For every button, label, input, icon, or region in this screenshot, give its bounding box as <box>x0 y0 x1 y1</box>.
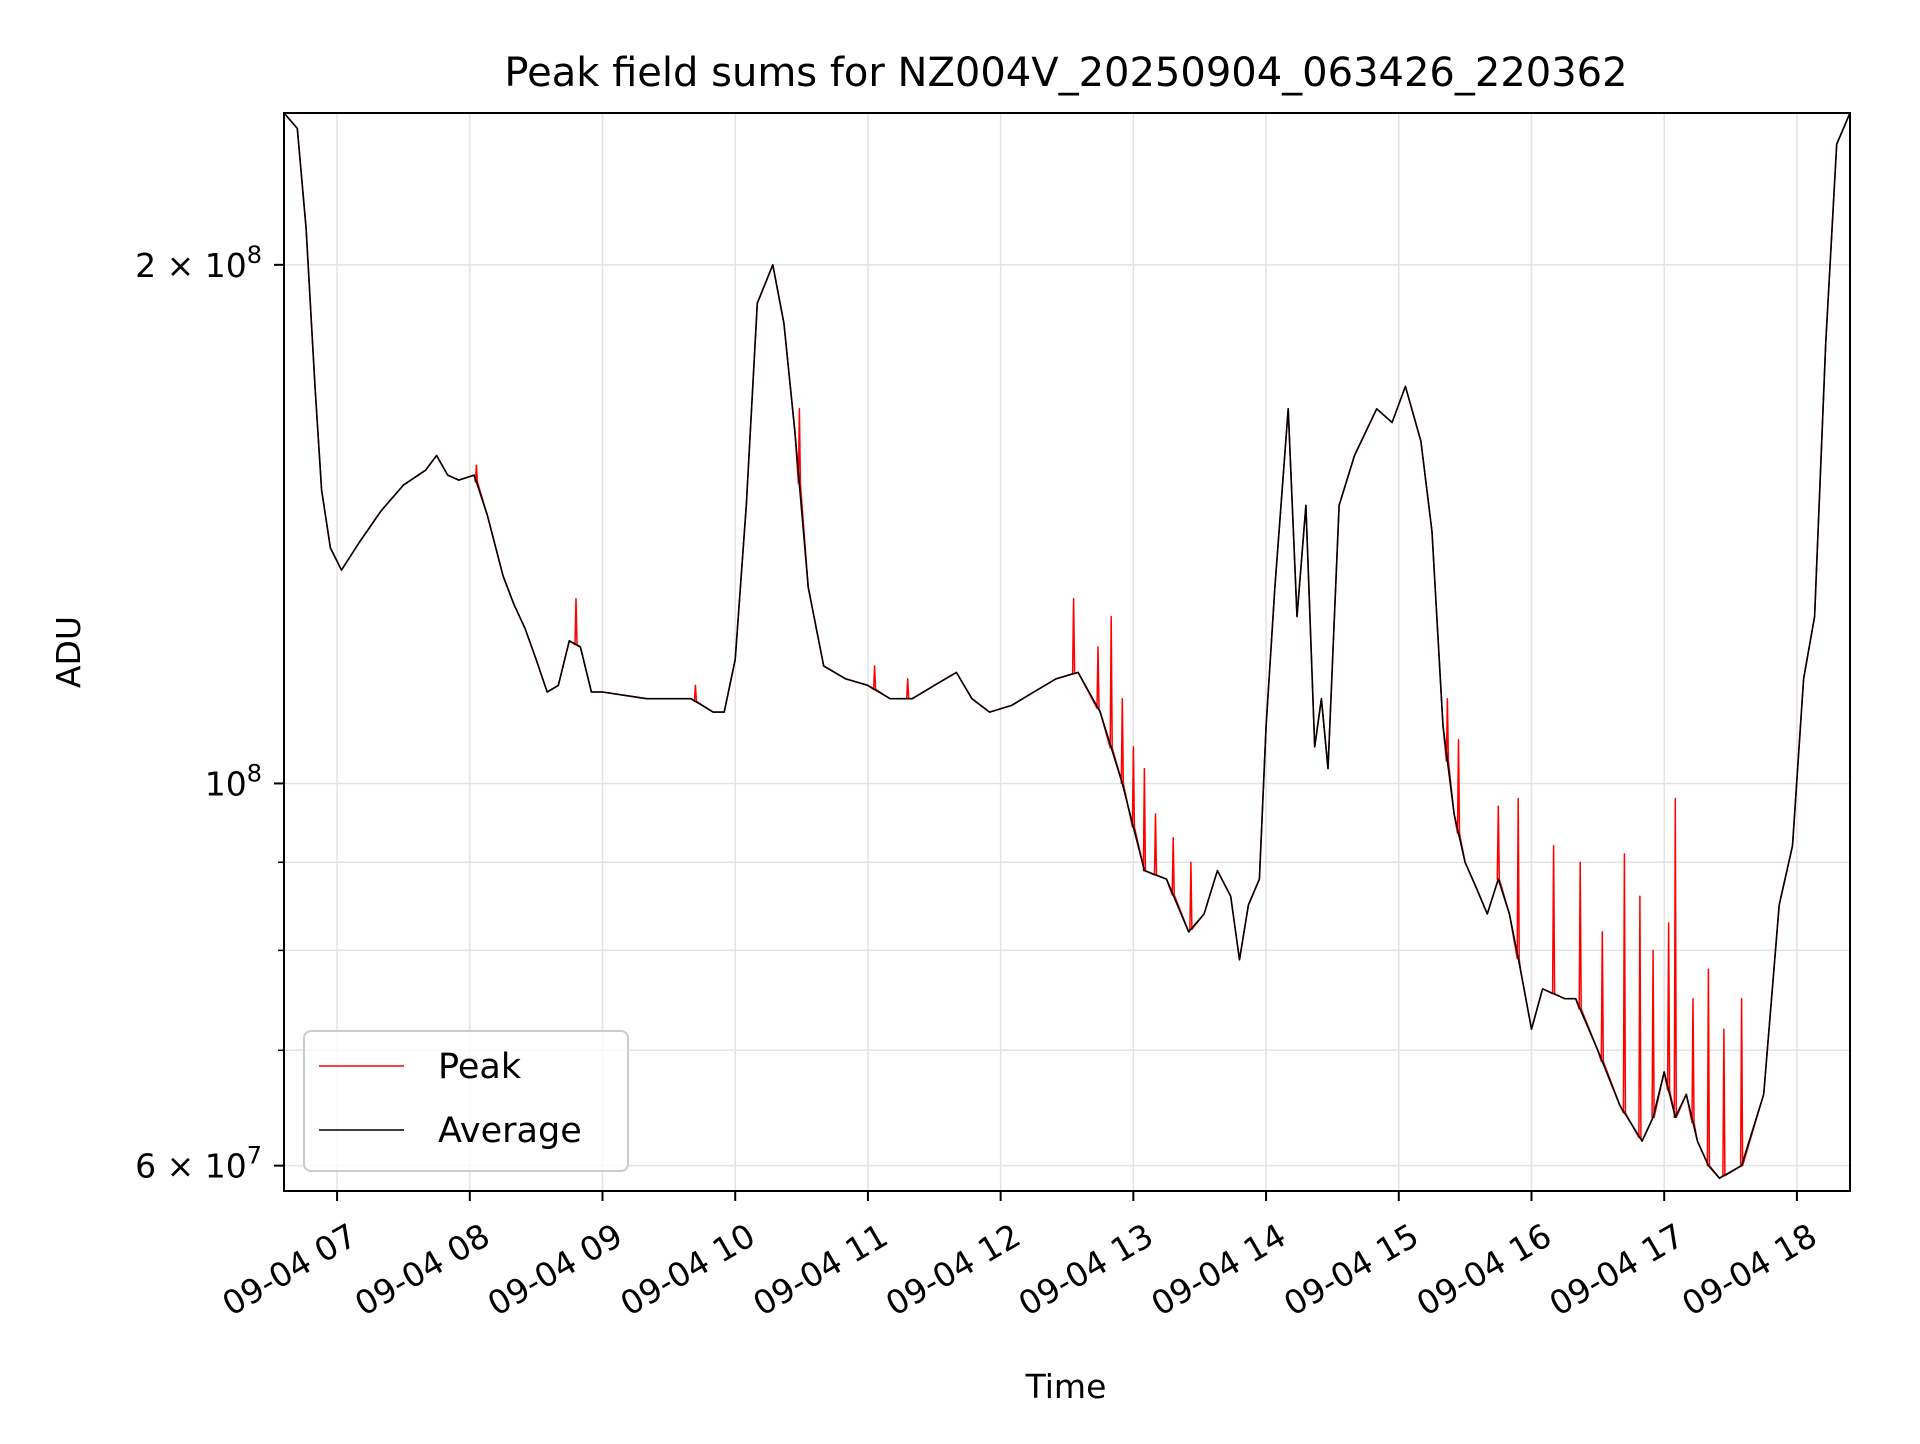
y-tick-label: 108 <box>205 759 262 803</box>
y-tick-mantissa: 10 <box>205 764 247 803</box>
y-tick-mantissa: 2 × 10 <box>135 246 247 285</box>
y-tick-exponent: 8 <box>247 759 262 787</box>
legend-label-average: Average <box>438 1111 582 1151</box>
y-tick-mantissa: 6 × 10 <box>135 1147 247 1186</box>
x-axis-label: Time <box>1025 1367 1107 1406</box>
axes-frame <box>283 112 1851 1192</box>
legend: Peak Average <box>303 1030 629 1172</box>
grid <box>284 113 1850 1191</box>
y-tick-label: 2 × 108 <box>135 241 262 285</box>
y-tick-label: 6 × 107 <box>135 1142 262 1186</box>
plot-series <box>283 112 1851 1179</box>
chart-title: Peak field sums for NZ004V_20250904_0634… <box>504 50 1627 96</box>
y-axis-label: ADU <box>49 616 88 688</box>
y-tick-exponent: 8 <box>247 241 262 269</box>
y-tick-exponent: 7 <box>247 1142 262 1170</box>
series-line-average <box>283 112 1851 1179</box>
legend-label-peak: Peak <box>438 1047 522 1087</box>
